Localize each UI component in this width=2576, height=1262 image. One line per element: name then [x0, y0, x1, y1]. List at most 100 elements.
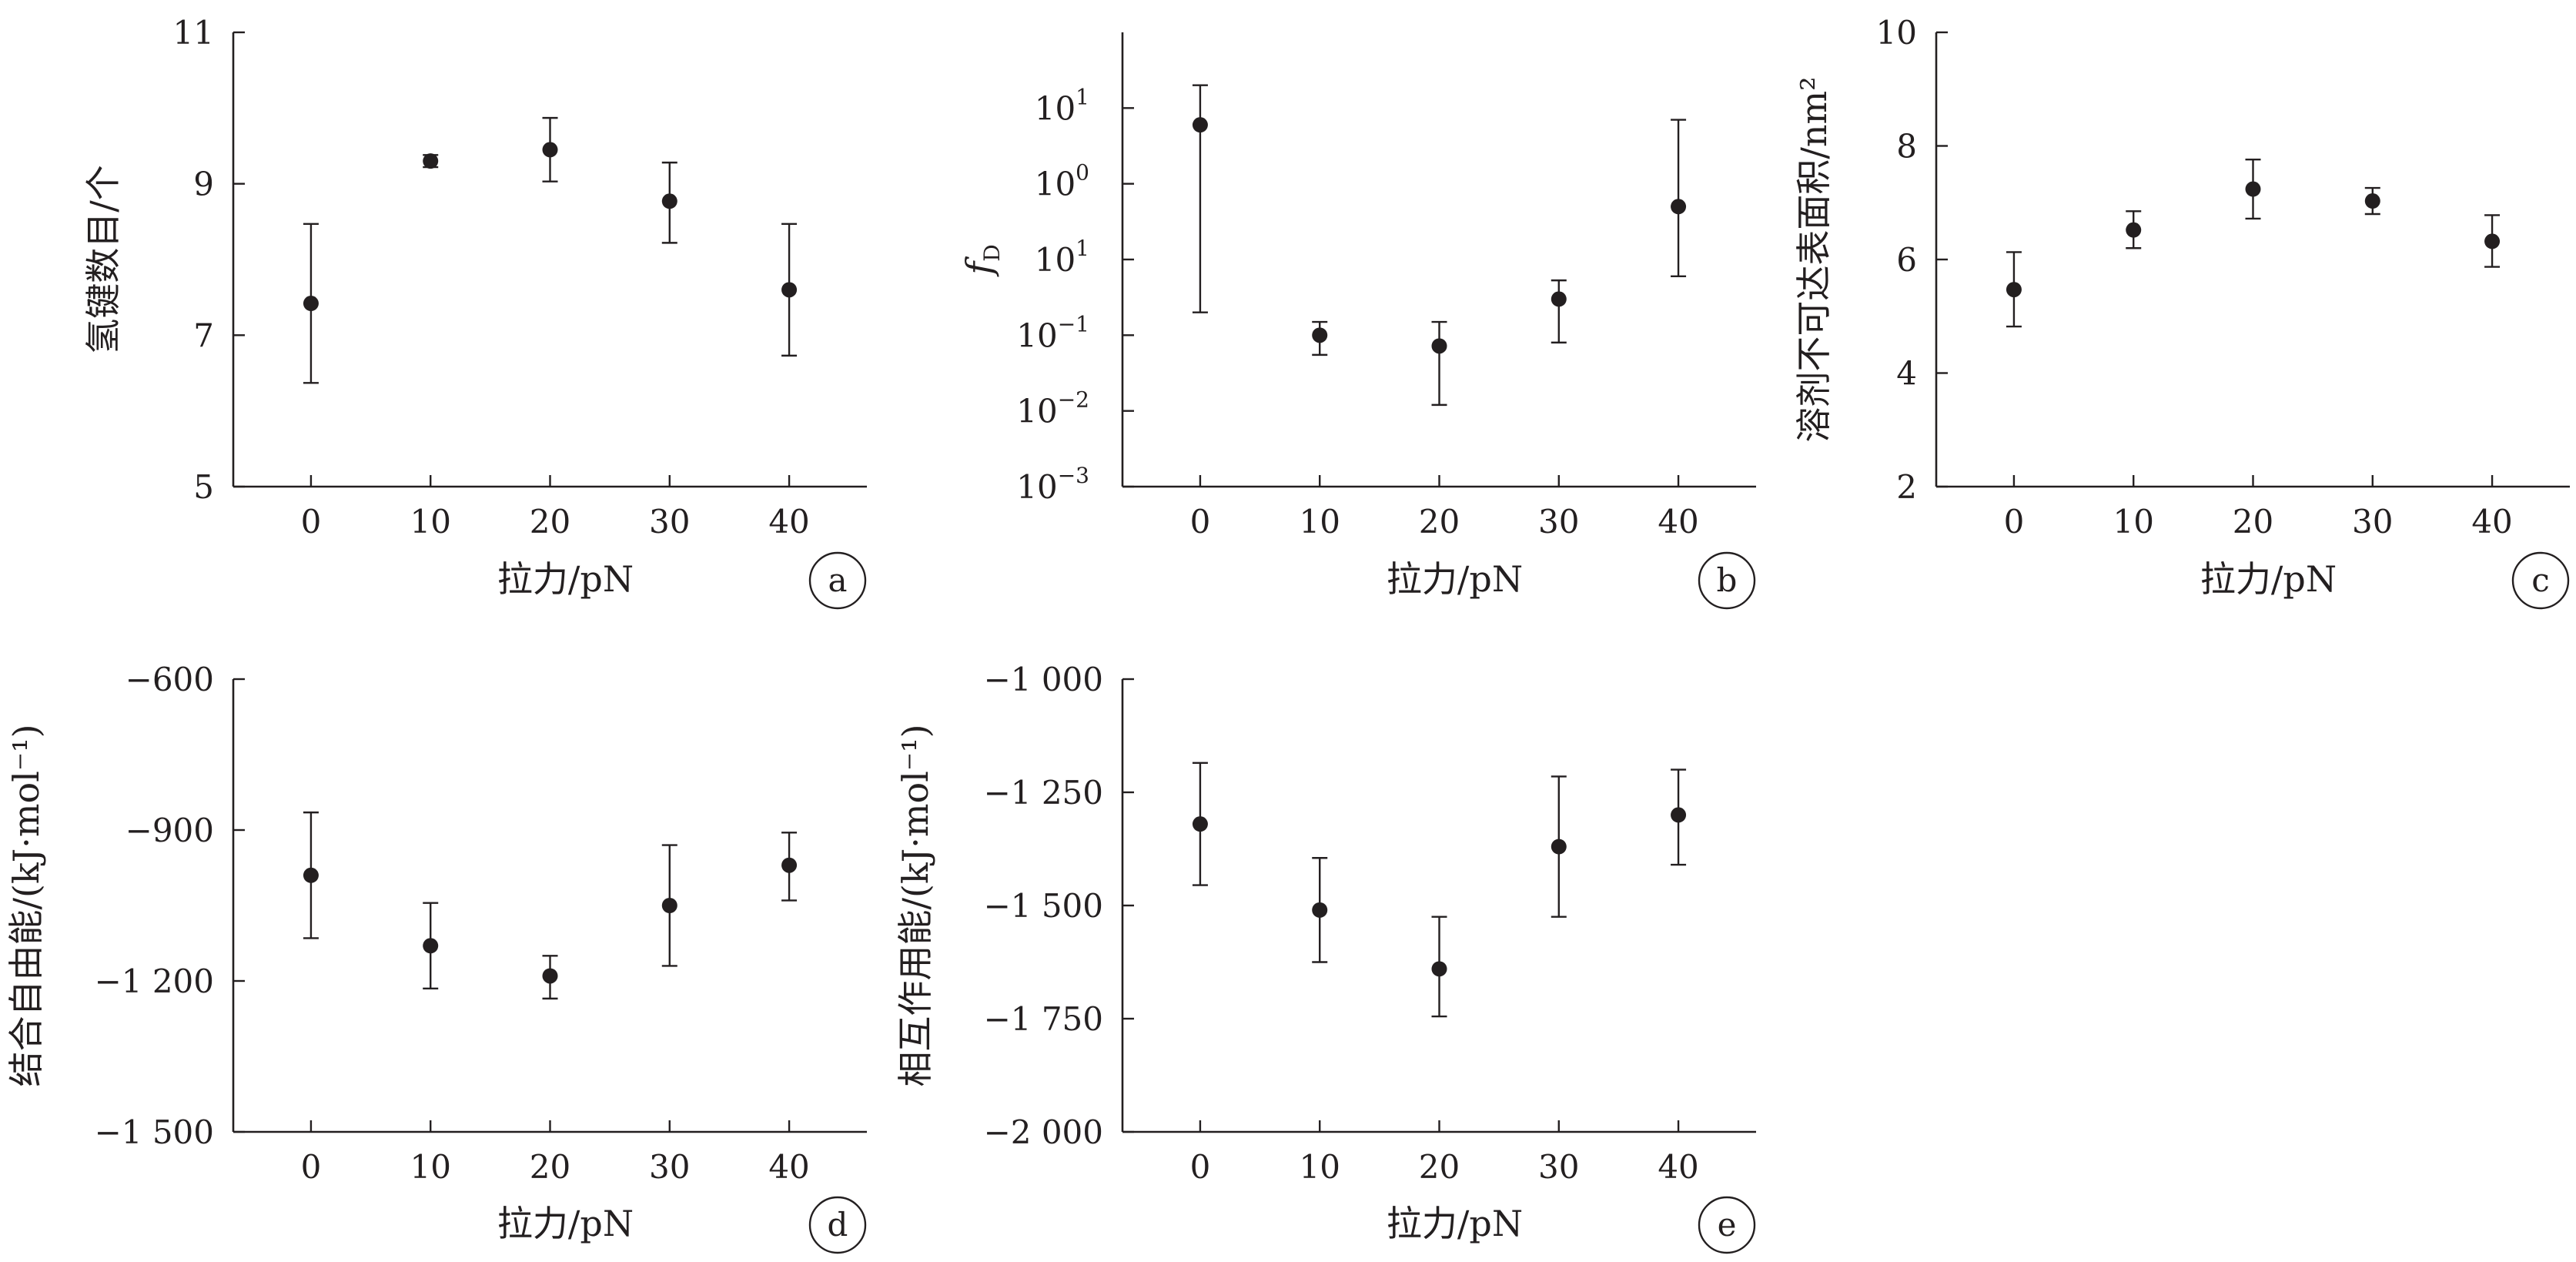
- x-tick-label: 20: [530, 1148, 570, 1186]
- panel-letter-badge: d: [808, 1196, 867, 1254]
- y-tick-label: −1 500: [984, 887, 1103, 925]
- chart-panel-d: 0 10 20 30 40 −1 500 −1 200 −900 −600 拉力/pN 结合自由能/…: [5, 661, 867, 1254]
- y-tick-label-base: 10: [1035, 89, 1076, 127]
- data-point: [781, 857, 798, 873]
- panel-letter-badge: a: [808, 551, 867, 610]
- x-tick-label: 40: [768, 1148, 809, 1186]
- panel-letter: a: [828, 561, 847, 599]
- y-axis-title-main: 溶剂不可达表面积/nm²: [1793, 76, 1835, 442]
- x-tick-label: 0: [1190, 503, 1211, 541]
- data-point: [2484, 233, 2501, 249]
- y-axis-title: 溶剂不可达表面积/nm²: [1793, 76, 1835, 442]
- y-tick-label: 10: [1876, 14, 1917, 52]
- y-tick-label: 8: [1896, 128, 1917, 166]
- panel-letter-badge: c: [2511, 551, 2570, 610]
- y-tick-label-base: 10: [1016, 393, 1057, 430]
- panel-letter: b: [1717, 561, 1738, 599]
- panel-letter-badge: b: [1698, 551, 1756, 610]
- y-tick-label: 4: [1896, 355, 1917, 393]
- y-tick-label: 101: [1035, 236, 1089, 279]
- x-axis-title: 拉力/pN: [1387, 1203, 1523, 1244]
- x-axis-title: 拉力/pN: [497, 1203, 634, 1244]
- chart-panel-a: 0 10 20 30 40 5 7 9 11 拉力/pN 氢键数目/个 a: [82, 14, 867, 610]
- x-tick-label: 20: [530, 503, 570, 541]
- x-tick-label: 10: [1299, 1148, 1340, 1186]
- x-axis-title: 拉力/pN: [1387, 558, 1523, 600]
- x-tick-label: 30: [649, 503, 690, 541]
- x-tick-label: 10: [410, 503, 450, 541]
- y-tick-label: −2 000: [984, 1113, 1103, 1151]
- y-tick-label-exponent: 1: [1076, 236, 1089, 261]
- y-axis-title-main: 相互作用能/(kJ·mol⁻¹): [895, 724, 936, 1086]
- data-point: [661, 193, 677, 209]
- x-tick-label: 40: [1658, 1148, 1698, 1186]
- x-tick-label: 20: [2233, 503, 2273, 541]
- x-tick-label: 0: [1190, 1148, 1211, 1186]
- data-point: [1312, 327, 1328, 343]
- x-axis-title: 拉力/pN: [497, 558, 634, 600]
- x-tick-label: 40: [1658, 503, 1698, 541]
- x-tick-label: 40: [768, 503, 809, 541]
- x-tick-label: 10: [2113, 503, 2153, 541]
- data-point: [2364, 193, 2380, 209]
- data-point: [1431, 338, 1447, 354]
- y-axis-title-main: 氢键数目/个: [82, 165, 124, 354]
- y-tick-label-exponent: 0: [1076, 160, 1089, 186]
- data-point: [1431, 961, 1447, 977]
- y-tick-label: −1 200: [95, 962, 214, 1000]
- x-tick-label: 0: [2004, 503, 2025, 541]
- y-tick-label: −1 500: [95, 1113, 214, 1151]
- y-axis-title-main: 结合自由能/(kJ·mol⁻¹): [5, 724, 47, 1086]
- y-tick-label-base: 10: [1035, 166, 1076, 203]
- y-tick-label-exponent: −1: [1058, 311, 1089, 336]
- data-point: [542, 968, 558, 984]
- y-axis-title: 结合自由能/(kJ·mol⁻¹): [5, 724, 47, 1086]
- y-tick-label: 2: [1896, 468, 1917, 506]
- y-tick-label-exponent: −3: [1058, 463, 1089, 488]
- x-tick-label: 10: [1299, 503, 1340, 541]
- x-tick-label: 30: [2352, 503, 2393, 541]
- x-tick-label: 10: [410, 1148, 450, 1186]
- y-tick-label: −1 250: [984, 774, 1103, 812]
- y-tick-label: −1 000: [984, 661, 1103, 698]
- y-axis-title-subscript: D: [979, 244, 1005, 261]
- data-point: [2006, 282, 2022, 298]
- x-tick-label: 20: [1419, 503, 1460, 541]
- x-tick-label: 0: [301, 1148, 322, 1186]
- data-point: [1551, 839, 1567, 855]
- y-tick-label: 9: [193, 166, 214, 203]
- y-tick-label-base: 10: [1035, 241, 1076, 279]
- x-tick-label: 30: [1538, 1148, 1579, 1186]
- y-tick-label: 10−1: [1016, 311, 1089, 354]
- data-point: [1312, 902, 1328, 918]
- data-point: [781, 282, 798, 298]
- y-tick-label: −1 750: [984, 1000, 1103, 1038]
- y-tick-label: 101: [1035, 84, 1089, 127]
- panel-letter: e: [1718, 1206, 1737, 1244]
- data-point: [303, 867, 319, 883]
- data-point: [1671, 199, 1687, 215]
- x-tick-label: 40: [2471, 503, 2512, 541]
- chart-panel-c: 0 10 20 30 40 2 4 6 8 10 拉力/pN 溶剂不可达表面积/nm² c: [1793, 14, 2570, 610]
- y-axis-title: 相互作用能/(kJ·mol⁻¹): [895, 724, 936, 1086]
- data-point: [1671, 807, 1687, 823]
- data-point: [423, 938, 439, 954]
- y-tick-label-base: 10: [1016, 468, 1057, 506]
- data-point: [542, 142, 558, 158]
- y-tick-label-base: 10: [1016, 316, 1057, 354]
- y-tick-label-exponent: −2: [1058, 387, 1089, 413]
- data-point: [1192, 117, 1208, 133]
- data-point: [303, 296, 319, 312]
- x-tick-label: 30: [649, 1148, 690, 1186]
- x-tick-label: 0: [301, 503, 322, 541]
- panel-letter-badge: e: [1698, 1196, 1756, 1254]
- panel-letter: c: [2531, 561, 2550, 599]
- data-point: [2245, 181, 2261, 197]
- data-point: [1551, 291, 1567, 307]
- y-tick-label: −600: [125, 661, 214, 698]
- data-point: [1192, 816, 1208, 832]
- y-tick-label: 6: [1896, 241, 1917, 279]
- y-tick-label: 7: [193, 316, 214, 354]
